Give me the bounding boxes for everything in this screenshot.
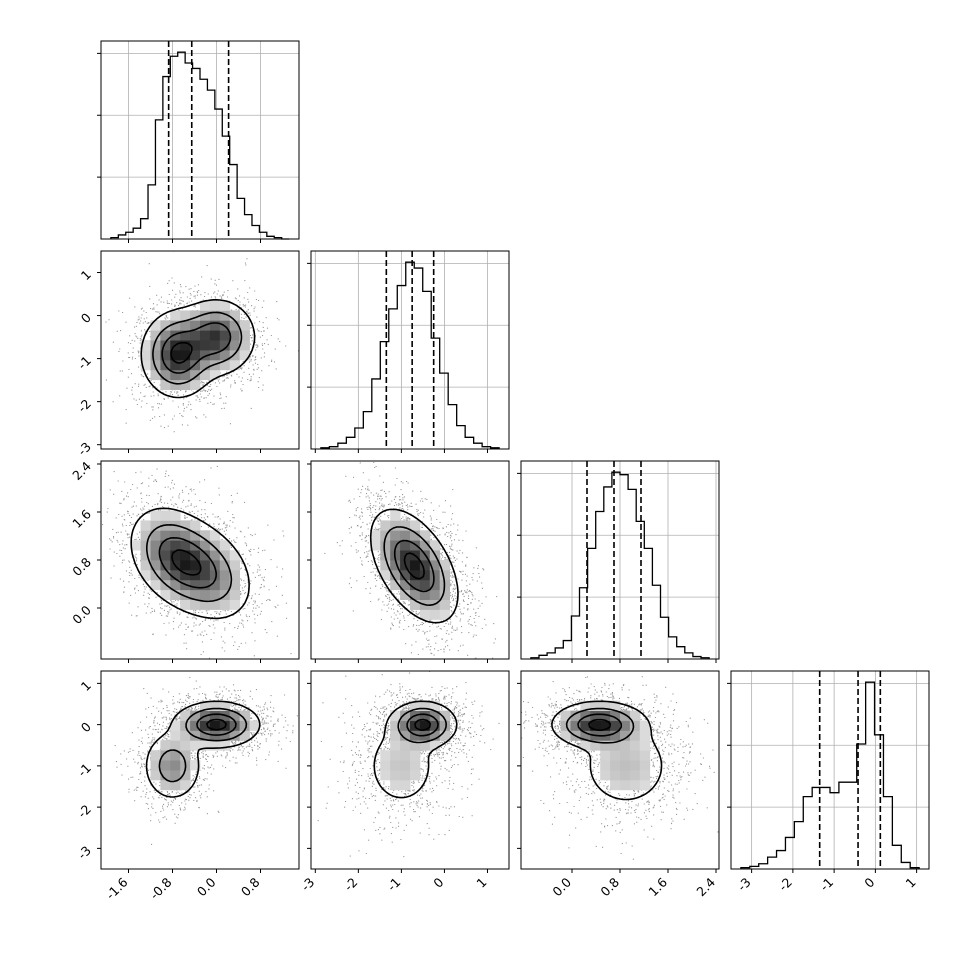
- contour-level-0: [373, 700, 458, 799]
- xtick-label-3-1: -2: [776, 875, 795, 894]
- xtick-label-1-1: -2: [341, 875, 360, 894]
- ytick-label-1-3: 0: [78, 310, 94, 326]
- ytick-label-3-3: 0: [78, 719, 94, 735]
- density-shading-3-1: [380, 700, 450, 791]
- contours-1-0: [140, 299, 256, 399]
- ytick-label-3-0: -3: [75, 843, 94, 862]
- hist-panel-2: [517, 460, 720, 660]
- xtick-label-3-0: -3: [734, 875, 753, 894]
- ytick-label-2-1: 0.8: [69, 554, 94, 579]
- contour-level-2: [161, 322, 232, 374]
- contour-level-3: [171, 549, 202, 576]
- xtick-label-0-1: -0.8: [147, 874, 175, 902]
- contour-level-3: [170, 341, 193, 364]
- ytick-label-2-3: 2.4: [69, 458, 94, 483]
- pair-panel-3-1: [310, 670, 510, 870]
- contour-level-1: [383, 526, 446, 606]
- hist-step-2: [530, 471, 710, 659]
- contour-level-1: [152, 311, 243, 385]
- contour-level-1: [146, 524, 233, 603]
- xtick-label-0-2: 0.0: [194, 874, 219, 899]
- hist-bg-1: [311, 251, 509, 449]
- contour-level-0: [130, 507, 250, 620]
- ytick-label-3-2: -1: [75, 760, 94, 779]
- contour-level-3: [588, 718, 612, 732]
- hist-frame-0: [100, 40, 300, 240]
- contour-level-1: [158, 707, 248, 783]
- pair-panel-2-1: [310, 460, 510, 660]
- contour-level-2: [393, 539, 435, 593]
- contour-level-3: [206, 718, 227, 731]
- ytick-label-2-0: 0.0: [69, 602, 94, 627]
- hist-frame-3: [730, 670, 930, 870]
- hist-step-0: [110, 51, 290, 240]
- xtick-label-1-3: 0: [430, 874, 446, 890]
- contour-level-2: [158, 537, 217, 589]
- contours-3-2: [551, 700, 663, 801]
- hist-frame-1: [310, 250, 510, 450]
- pair-panel-3-0: [100, 670, 300, 870]
- xtick-label-3-4: 1: [903, 875, 919, 891]
- xtick-label-1-4: 1: [473, 875, 489, 891]
- xtick-label-2-0: 0.0: [549, 874, 574, 899]
- hist-step-1: [320, 261, 500, 449]
- density-shading-2-0: [130, 510, 240, 610]
- contour-level-1: [565, 707, 635, 744]
- contours-3-1: [373, 700, 458, 799]
- xtick-label-0-3: 0.8: [238, 874, 263, 899]
- xtick-label-1-2: -1: [384, 875, 403, 894]
- contour-level-3: [403, 552, 425, 580]
- ytick-label-3-4: 1: [78, 678, 94, 694]
- contours-2-1: [369, 508, 459, 624]
- contour-level-0: [140, 299, 256, 399]
- ytick-label-2-2: 1.6: [69, 506, 94, 531]
- pair-panel-1-0: [100, 250, 300, 450]
- ytick-label-1-0: -3: [75, 439, 94, 458]
- pair-panel-3-2: [520, 670, 720, 870]
- contour-level-2: [196, 713, 237, 736]
- hist-panel-1: [307, 250, 510, 450]
- contour-level-3: [414, 718, 432, 731]
- xtick-label-2-3: 2.4: [693, 874, 718, 899]
- pair-frame-3-1: [310, 670, 510, 870]
- xtick-label-0-0: -1.6: [103, 874, 131, 902]
- contours-3-0: [145, 700, 261, 798]
- pair-frame-3-0: [100, 670, 300, 870]
- hist-step-3: [740, 681, 920, 869]
- contour-level-0: [551, 700, 663, 801]
- density-shading-2-1: [370, 510, 450, 620]
- xtick-label-3-2: -1: [817, 875, 836, 894]
- xtick-label-3-3: 0: [861, 874, 877, 890]
- contour-level-2: [406, 713, 439, 737]
- contour-level-2: [577, 713, 622, 737]
- ytick-label-3-1: -2: [75, 801, 94, 820]
- contour-level-0: [369, 508, 459, 624]
- xtick-label-2-2: 1.6: [645, 874, 670, 899]
- hist-panel-3: [727, 670, 930, 870]
- ytick-label-1-1: -2: [75, 396, 94, 415]
- xtick-label-1-0: -3: [298, 875, 317, 894]
- contour-level-1: [397, 707, 447, 744]
- xtick-label-2-1: 0.8: [597, 874, 622, 899]
- ytick-label-1-4: 1: [78, 267, 94, 283]
- pair-frame-1-0: [100, 250, 300, 450]
- contours-2-0: [130, 507, 250, 620]
- contour-level-0: [145, 700, 261, 798]
- hist-bg-3: [731, 671, 929, 869]
- ytick-label-1-2: -1: [75, 353, 94, 372]
- pair-panel-2-0: [100, 460, 300, 660]
- hist-panel-0: [97, 40, 300, 240]
